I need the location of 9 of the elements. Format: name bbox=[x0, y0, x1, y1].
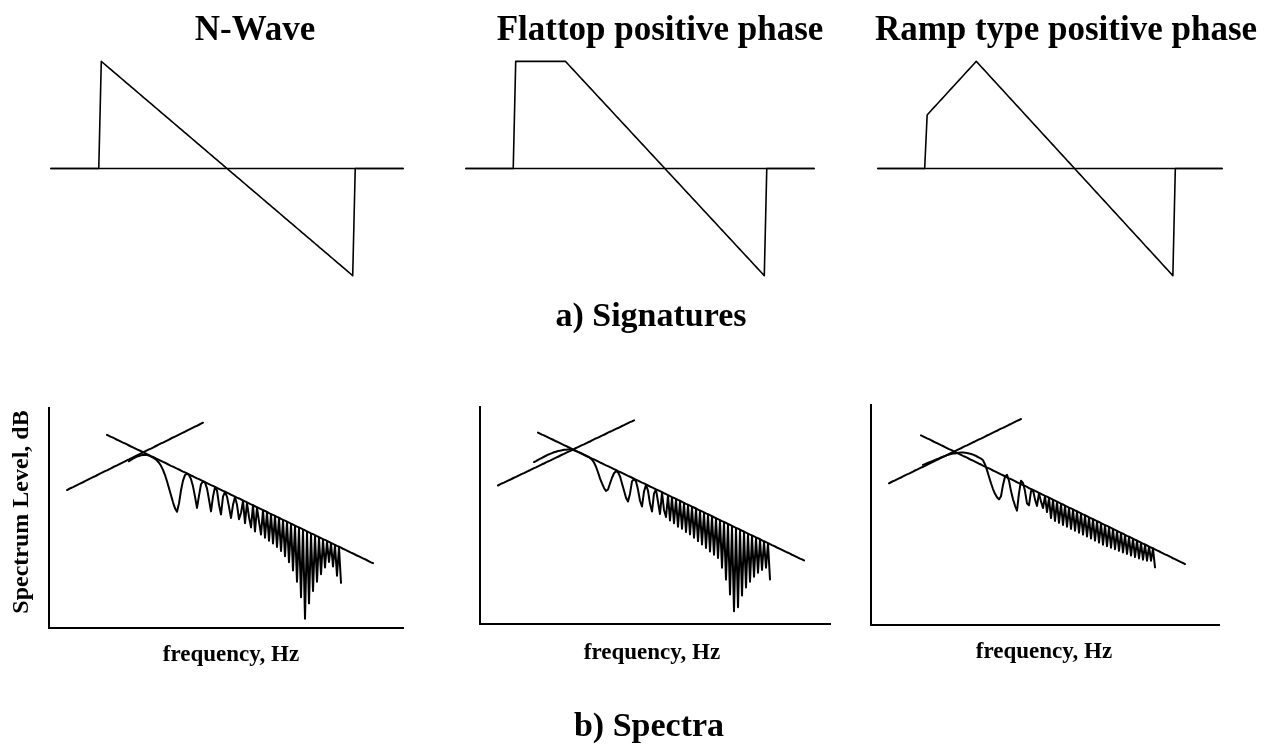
x-axis-title: frequency, Hz bbox=[162, 641, 300, 667]
text: b) Spectra bbox=[573, 706, 725, 744]
text: a) Signatures bbox=[555, 296, 747, 334]
x-axis-title: frequency, Hz bbox=[975, 638, 1113, 664]
chart-title: N-Wave bbox=[194, 8, 316, 49]
y-axis-title: Spectrum Level, dB bbox=[6, 410, 34, 614]
chart-title: Ramp type positive phase bbox=[874, 8, 1258, 49]
chart-title: Flattop positive phase bbox=[496, 8, 824, 49]
x-axis-title: frequency, Hz bbox=[583, 639, 721, 665]
